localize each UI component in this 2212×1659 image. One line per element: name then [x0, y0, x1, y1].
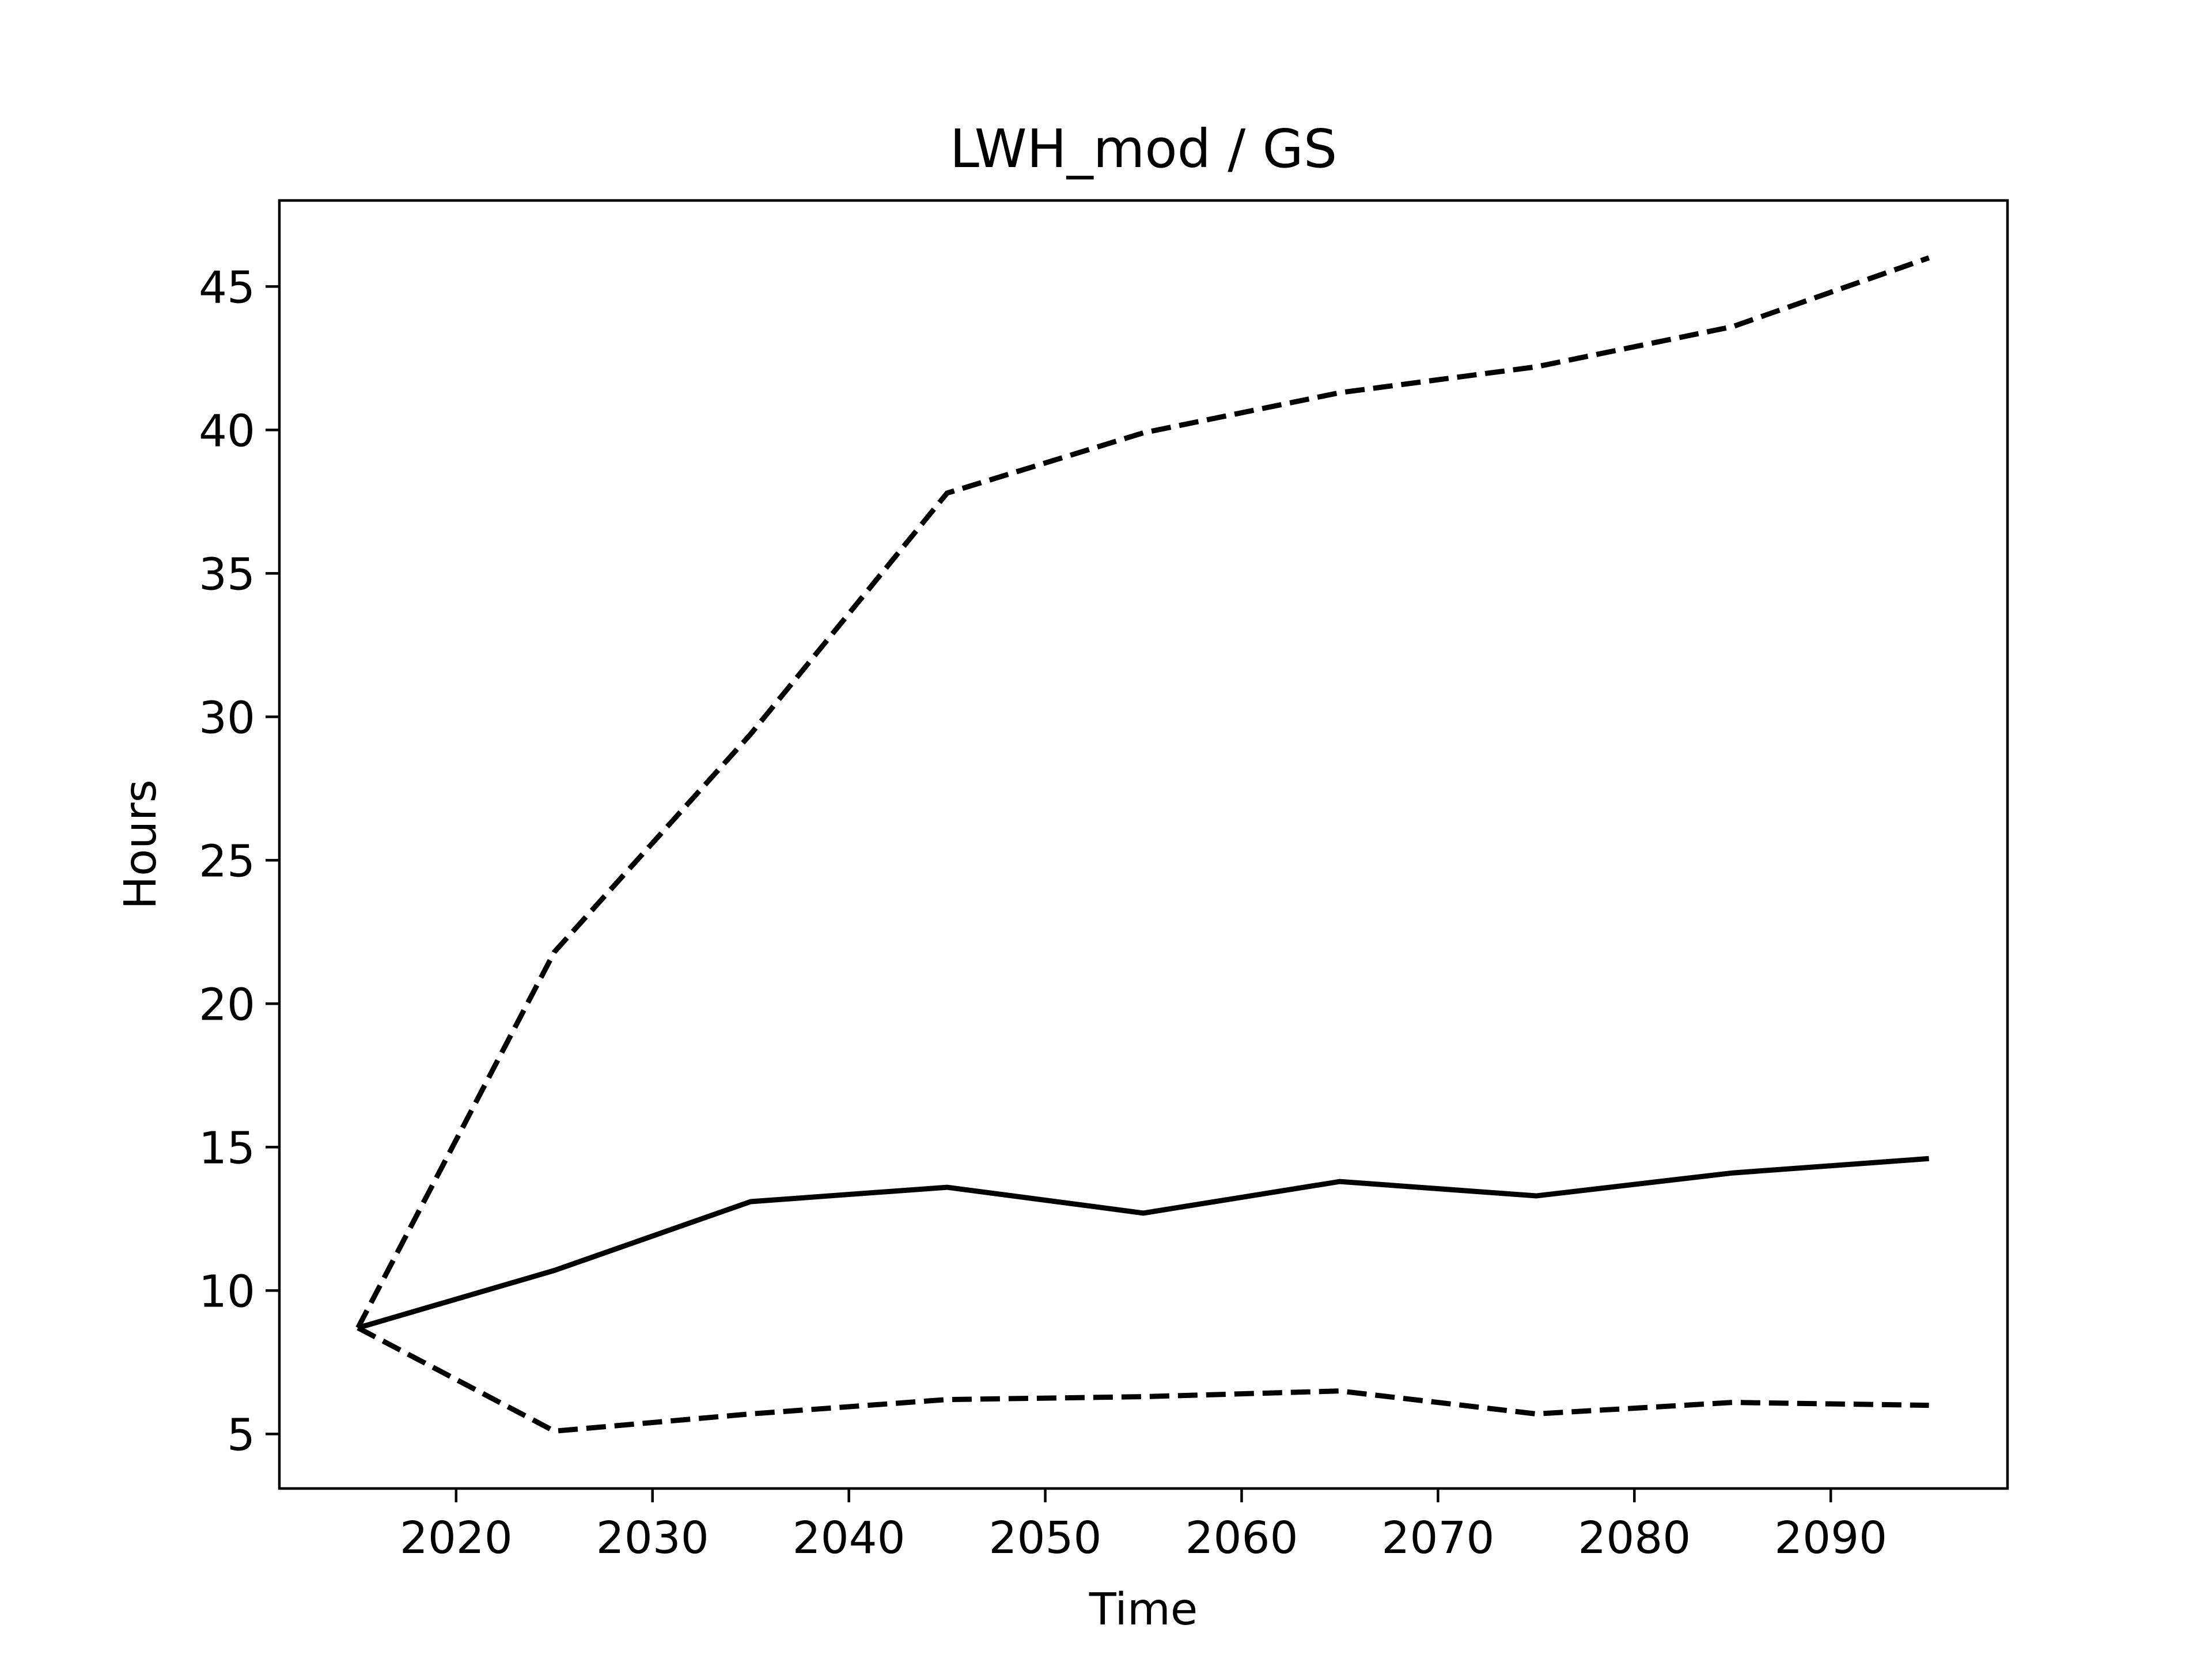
y-tick-label: 25 [199, 836, 255, 887]
x-tick-label: 2020 [400, 1513, 513, 1564]
x-tick-label: 2050 [989, 1513, 1102, 1564]
plot-frame [278, 199, 2009, 1490]
chart-title: LWH_mod / GS [950, 118, 1337, 180]
y-tick-label: 20 [199, 979, 255, 1031]
lower-dashed-series-line [357, 1325, 1929, 1434]
y-tick-label: 45 [199, 262, 255, 313]
y-tick-label: 35 [199, 549, 255, 600]
x-tick-label: 2060 [1185, 1513, 1298, 1564]
x-tick-label: 2040 [793, 1513, 906, 1564]
upper-dashed-series-line [355, 255, 1930, 1330]
x-tick-label: 2080 [1578, 1513, 1691, 1564]
x-tick-label: 2070 [1381, 1513, 1494, 1564]
x-axis: 2020 2030 2040 2050 2060 2070 2080 2090 [400, 1488, 1887, 1564]
series-layer [355, 255, 1930, 1434]
x-tick-label: 2090 [1774, 1513, 1887, 1564]
y-axis: 5 10 15 20 25 30 35 40 45 [199, 262, 279, 1461]
x-axis-label: Time [1089, 1584, 1198, 1635]
y-tick-label: 30 [199, 692, 255, 744]
y-tick-label: 5 [227, 1410, 255, 1461]
y-tick-label: 40 [199, 406, 255, 457]
median-solid-series-line [357, 1156, 1929, 1331]
x-tick-label: 2030 [596, 1513, 709, 1564]
y-axis-label: Hours [115, 779, 166, 910]
y-tick-label: 10 [199, 1266, 255, 1317]
y-tick-label: 15 [199, 1123, 255, 1174]
